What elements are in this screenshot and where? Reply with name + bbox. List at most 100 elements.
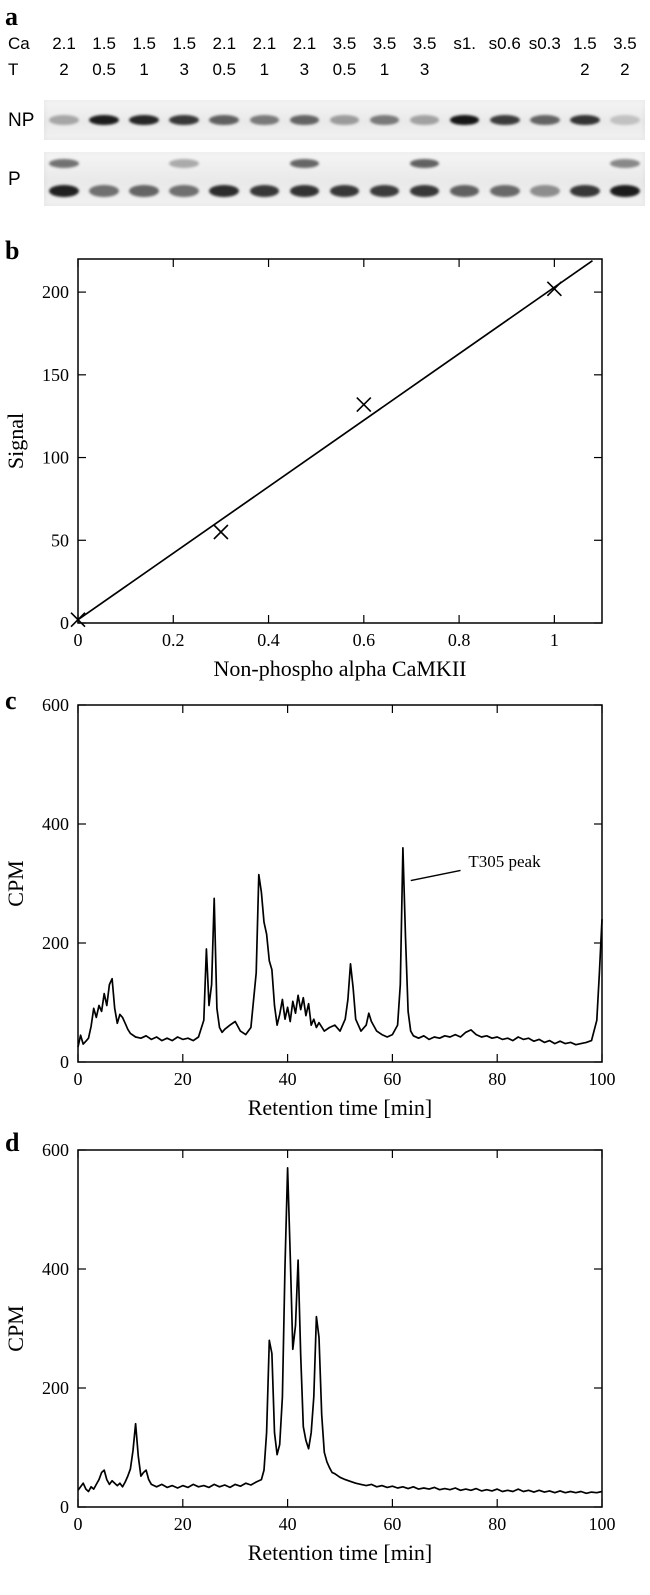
t-value: 2 <box>59 60 69 79</box>
data-point-marker <box>213 524 229 540</box>
panel-label-c: c <box>5 686 17 715</box>
plot-border <box>77 258 603 624</box>
blot-lane <box>124 100 164 140</box>
blot-lane <box>84 100 124 140</box>
blot-band <box>529 185 560 197</box>
ca-value: 2.1 <box>52 34 76 53</box>
blot-band <box>369 185 400 197</box>
blot-band <box>329 185 360 197</box>
blot-band <box>570 185 600 197</box>
np-blot-strip <box>44 100 645 140</box>
y-tick-label: 0 <box>60 613 69 633</box>
y-tick-label: 50 <box>51 530 69 550</box>
blot-lane <box>164 100 204 140</box>
blot-lane <box>405 100 445 140</box>
fit-line <box>77 259 593 621</box>
ca-value: 1.5 <box>172 34 197 53</box>
x-tick-label: 0.2 <box>162 630 185 650</box>
y-tick-label: 150 <box>42 365 69 385</box>
chart-c-hplc-trace: 0 20 40 60 80 100 0 200 400 600 Retention time [mi… <box>3 695 616 1120</box>
chart-b-calibration: 0 0.2 0.4 0.6 0.8 1 0 50 100 150 200 Non-phospho al… <box>3 258 603 681</box>
blot-lane <box>84 152 124 206</box>
t-values-row: 2 0.5 1 3 0.5 1 3 0.5 1 3 2 2 <box>44 58 645 82</box>
blot-band <box>610 185 640 197</box>
blot-lane <box>485 152 525 206</box>
panel-label-a: a <box>5 2 18 31</box>
blot-band <box>329 115 360 125</box>
blot-band <box>409 115 440 125</box>
blot-lane <box>44 100 84 140</box>
blot-band <box>129 185 159 197</box>
t-value: 3 <box>299 60 310 79</box>
y-tick-label: 600 <box>42 1140 69 1160</box>
ca-value: 3.5 <box>412 34 437 53</box>
data-point-marker <box>70 612 86 628</box>
t-value: 0.5 <box>332 60 357 79</box>
t-value: 0.5 <box>212 60 237 79</box>
t-value: 3 <box>179 60 189 79</box>
chart-d-hplc-trace: 0 20 40 60 80 100 0 200 400 600 Retention time [mi… <box>3 1140 616 1565</box>
x-tick-label: 100 <box>589 1514 616 1534</box>
blot-band-upper <box>169 159 200 168</box>
blot-band <box>449 185 480 197</box>
blot-lane <box>605 152 645 206</box>
blot-lane <box>284 100 324 140</box>
p-blot-strip <box>44 152 645 206</box>
blot-lane <box>525 100 565 140</box>
blot-lane <box>565 100 605 140</box>
blot-band <box>209 185 240 197</box>
t-value <box>445 58 485 82</box>
blot-lane <box>525 152 565 206</box>
x-tick-label: 20 <box>174 1514 192 1534</box>
blot-band <box>89 115 119 125</box>
trace-line <box>77 846 603 1048</box>
blot-band <box>289 185 320 197</box>
y-tick-label: 200 <box>42 933 69 953</box>
t-value: 2 <box>580 60 590 79</box>
x-tick-label: 80 <box>488 1514 506 1534</box>
blot-band-upper <box>289 159 320 168</box>
blot-lane <box>204 100 244 140</box>
ca-value: s0.6 <box>488 34 521 53</box>
blot-band-upper <box>49 159 79 168</box>
blot-band <box>49 115 79 125</box>
y-tick-label: 0 <box>60 1052 69 1072</box>
x-tick-label: 20 <box>174 1069 192 1089</box>
y-tick-label: 100 <box>42 448 69 468</box>
blot-band-upper <box>610 159 640 168</box>
y-tick-label: 400 <box>42 1259 69 1279</box>
x-tick-label: 0.6 <box>353 630 376 650</box>
blot-lane <box>365 100 405 140</box>
blot-lane <box>124 152 164 206</box>
t-value <box>525 58 565 82</box>
x-axis-label: Retention time [min] <box>248 1540 433 1565</box>
blot-band <box>570 115 600 125</box>
x-axis-label: Non-phospho alpha CaMKII <box>214 656 467 681</box>
annotation-pointer-line <box>410 869 461 882</box>
x-tick-label: 60 <box>383 1069 401 1089</box>
blot-lane <box>324 152 364 206</box>
data-point-marker <box>546 281 562 297</box>
t-value <box>485 58 525 82</box>
x-tick-label: 100 <box>589 1069 616 1089</box>
ca-value: 3.5 <box>332 34 357 53</box>
blot-lane <box>445 100 485 140</box>
ca-header-row: Ca 2.1 1.5 1.5 1.5 2.1 2.1 2.1 3.5 3.5 3.5 s1. s0.6… <box>0 32 645 56</box>
blot-lane <box>365 152 405 206</box>
blot-lane <box>284 152 324 206</box>
x-tick-label: 0.4 <box>257 630 280 650</box>
x-tick-label: 0 <box>74 630 83 650</box>
blot-lane <box>204 152 244 206</box>
blot-band <box>89 185 119 197</box>
blot-band <box>169 185 200 197</box>
p-row-label: P <box>8 169 21 190</box>
blot-band <box>369 115 400 125</box>
x-tick-label: 40 <box>279 1069 297 1089</box>
blot-lane <box>244 152 284 206</box>
ca-value: 2.1 <box>212 34 237 53</box>
x-tick-label: 1 <box>550 630 559 650</box>
ca-value: 1.5 <box>132 34 156 53</box>
t-value: 1 <box>259 60 270 79</box>
data-point-marker <box>356 397 372 413</box>
blot-band <box>209 115 240 125</box>
